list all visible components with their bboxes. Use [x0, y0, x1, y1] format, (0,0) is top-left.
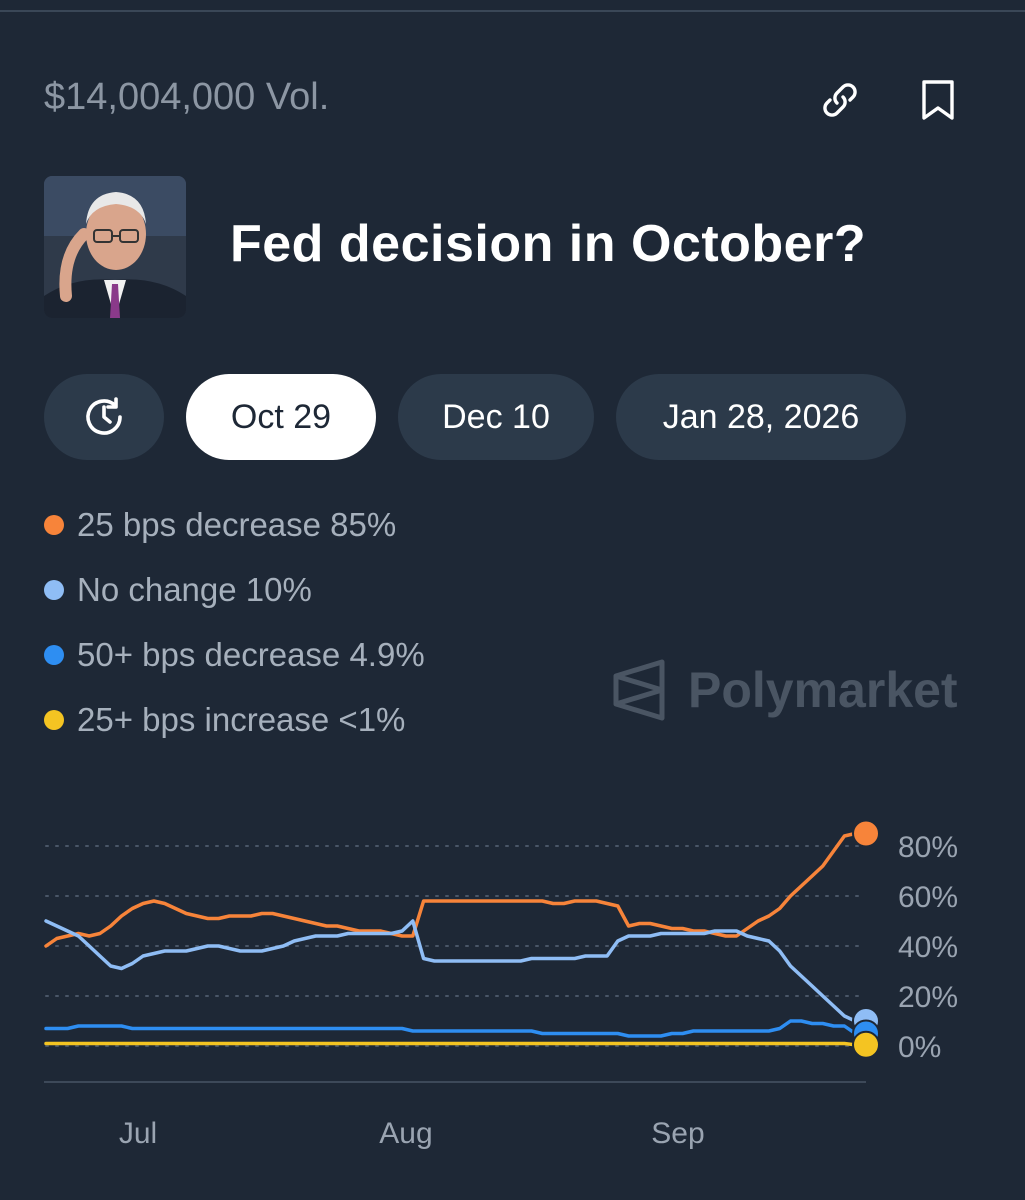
legend-item-50bps-decrease[interactable]: 50+ bps decrease 4.9% [44, 622, 425, 687]
legend-item-25bps-increase[interactable]: 25+ bps increase <1% [44, 687, 425, 752]
top-divider [0, 10, 1025, 12]
history-tab[interactable] [44, 374, 164, 460]
y-tick-label: 40% [898, 931, 958, 964]
series-line [44, 919, 868, 1023]
legend-label: No change 10% [77, 570, 312, 608]
watermark-text: Polymarket [688, 662, 958, 718]
history-clock-icon [86, 397, 122, 435]
tab-dec-10[interactable]: Dec 10 [398, 374, 594, 460]
legend-item-no-change[interactable]: No change 10% [44, 557, 425, 622]
y-tick-label: 0% [898, 1031, 941, 1064]
x-tick-label: Aug [379, 1117, 432, 1150]
x-tick-label: Jul [119, 1117, 157, 1150]
series-end-marker [852, 1030, 880, 1059]
market-avatar-photo [44, 176, 186, 318]
outcome-legend: 25 bps decrease 85% No change 10% 50+ bp… [44, 492, 425, 752]
series-end-marker [852, 819, 880, 848]
blue-dot-icon [44, 644, 64, 665]
market-title: Fed decision in October? [230, 215, 867, 273]
yellow-dot-icon [44, 709, 64, 730]
x-tick-label: Sep [651, 1117, 704, 1150]
volume-label: $14,004,000 Vol. [44, 76, 330, 118]
polymarket-logo-icon [613, 659, 665, 721]
bookmark-icon[interactable] [916, 78, 960, 122]
tab-jan-28-2026[interactable]: Jan 28, 2026 [616, 374, 906, 460]
y-tick-label: 80% [898, 831, 958, 864]
link-icon[interactable] [818, 78, 862, 122]
legend-label: 50+ bps decrease 4.9% [77, 635, 425, 673]
series-line [44, 1041, 868, 1047]
orange-dot-icon [44, 514, 64, 535]
polymarket-watermark: Polymarket [612, 658, 958, 722]
tab-oct-29[interactable]: Oct 29 [186, 374, 376, 460]
probability-line-chart: 80% 60% 40% 20% 0% Jul Aug Sep [44, 819, 958, 1150]
legend-label: 25 bps decrease 85% [77, 505, 397, 543]
legend-label: 25+ bps increase <1% [77, 700, 406, 738]
y-tick-label: 20% [898, 981, 958, 1014]
series-line [44, 1019, 868, 1038]
series-line [44, 831, 868, 948]
y-tick-label: 60% [898, 881, 958, 914]
light-blue-dot-icon [44, 579, 64, 600]
legend-item-25bps-decrease[interactable]: 25 bps decrease 85% [44, 492, 425, 557]
